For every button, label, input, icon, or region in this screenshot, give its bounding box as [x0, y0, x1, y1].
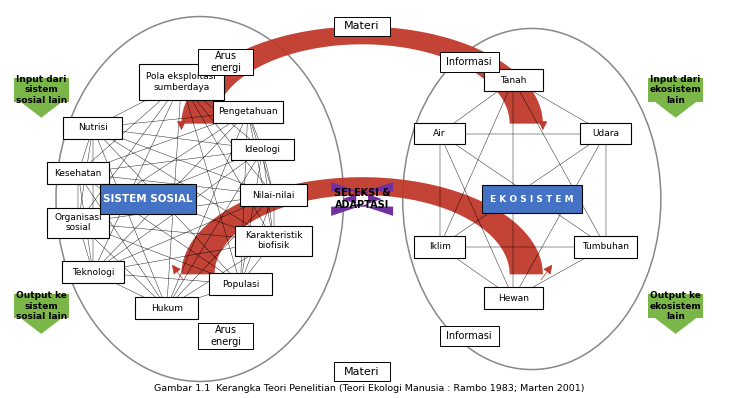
FancyBboxPatch shape — [482, 185, 582, 213]
Polygon shape — [181, 177, 543, 274]
FancyBboxPatch shape — [139, 64, 224, 100]
FancyBboxPatch shape — [198, 49, 253, 75]
Text: Teknologi: Teknologi — [72, 268, 114, 277]
Text: Input dari
ekosistem
lain: Input dari ekosistem lain — [650, 75, 701, 105]
Text: Input dari
sistem
sosial lain: Input dari sistem sosial lain — [16, 75, 67, 105]
Text: Hukum: Hukum — [151, 304, 183, 312]
Text: Materi: Materi — [344, 21, 380, 31]
Text: Arus
energi: Arus energi — [210, 51, 241, 73]
FancyBboxPatch shape — [579, 123, 631, 144]
Text: Gambar 1.1  Kerangka Teori Penelitian (Teori Ekologi Manusia : Rambo 1983; Marte: Gambar 1.1 Kerangka Teori Penelitian (Te… — [154, 384, 585, 392]
FancyBboxPatch shape — [101, 184, 196, 214]
FancyBboxPatch shape — [484, 287, 543, 309]
FancyBboxPatch shape — [47, 162, 109, 184]
Polygon shape — [331, 182, 382, 216]
Polygon shape — [21, 102, 62, 118]
FancyBboxPatch shape — [648, 294, 704, 318]
Text: SELEKSI &
ADAPTASI: SELEKSI & ADAPTASI — [334, 188, 390, 210]
Text: Udara: Udara — [592, 129, 619, 138]
Text: Ideologi: Ideologi — [245, 145, 281, 154]
Text: SISTEM SOSIAL: SISTEM SOSIAL — [103, 194, 193, 204]
FancyBboxPatch shape — [414, 123, 466, 144]
FancyBboxPatch shape — [13, 294, 69, 318]
Polygon shape — [655, 102, 696, 118]
Polygon shape — [181, 27, 543, 124]
FancyBboxPatch shape — [440, 52, 499, 72]
Text: Output ke
sistem
sosial lain: Output ke sistem sosial lain — [16, 291, 67, 321]
Polygon shape — [21, 318, 62, 334]
Text: Informasi: Informasi — [446, 57, 492, 67]
Text: Air: Air — [433, 129, 446, 138]
FancyBboxPatch shape — [648, 78, 704, 102]
Text: Iklim: Iklim — [429, 242, 451, 251]
FancyBboxPatch shape — [213, 101, 283, 123]
FancyBboxPatch shape — [440, 326, 499, 346]
FancyBboxPatch shape — [198, 323, 253, 349]
FancyBboxPatch shape — [335, 17, 389, 36]
Text: Hewan: Hewan — [498, 294, 529, 302]
Text: Nutrisi: Nutrisi — [78, 123, 108, 132]
Text: Informasi: Informasi — [446, 331, 492, 341]
FancyBboxPatch shape — [414, 236, 466, 258]
Polygon shape — [342, 182, 393, 216]
Text: Tanah: Tanah — [500, 76, 526, 84]
Text: Materi: Materi — [344, 367, 380, 377]
Text: Pola eksploitasi
sumberdaya: Pola eksploitasi sumberdaya — [146, 72, 217, 92]
FancyBboxPatch shape — [574, 236, 637, 258]
Text: Populasi: Populasi — [222, 280, 259, 289]
Text: Nilai-nilai: Nilai-nilai — [252, 191, 295, 199]
FancyBboxPatch shape — [13, 78, 69, 102]
FancyBboxPatch shape — [209, 273, 272, 295]
FancyBboxPatch shape — [135, 297, 198, 319]
Text: Pengetahuan: Pengetahuan — [218, 107, 278, 116]
FancyBboxPatch shape — [64, 117, 123, 139]
Text: Karakteristik
biofisik: Karakteristik biofisik — [245, 231, 302, 250]
FancyBboxPatch shape — [240, 184, 307, 206]
FancyBboxPatch shape — [61, 261, 124, 283]
Text: Arus
energi: Arus energi — [210, 325, 241, 347]
FancyBboxPatch shape — [235, 226, 313, 256]
Text: E K O S I S T E M: E K O S I S T E M — [490, 195, 573, 203]
Text: Output ke
ekosistem
lain: Output ke ekosistem lain — [650, 291, 701, 321]
Text: Kesehatan: Kesehatan — [55, 169, 102, 178]
FancyBboxPatch shape — [47, 208, 109, 238]
Text: Tumbuhan: Tumbuhan — [582, 242, 629, 251]
Text: Organisasi
sosial: Organisasi sosial — [55, 213, 102, 232]
Polygon shape — [655, 318, 696, 334]
FancyBboxPatch shape — [231, 139, 294, 160]
FancyBboxPatch shape — [335, 362, 389, 381]
FancyBboxPatch shape — [484, 69, 543, 91]
